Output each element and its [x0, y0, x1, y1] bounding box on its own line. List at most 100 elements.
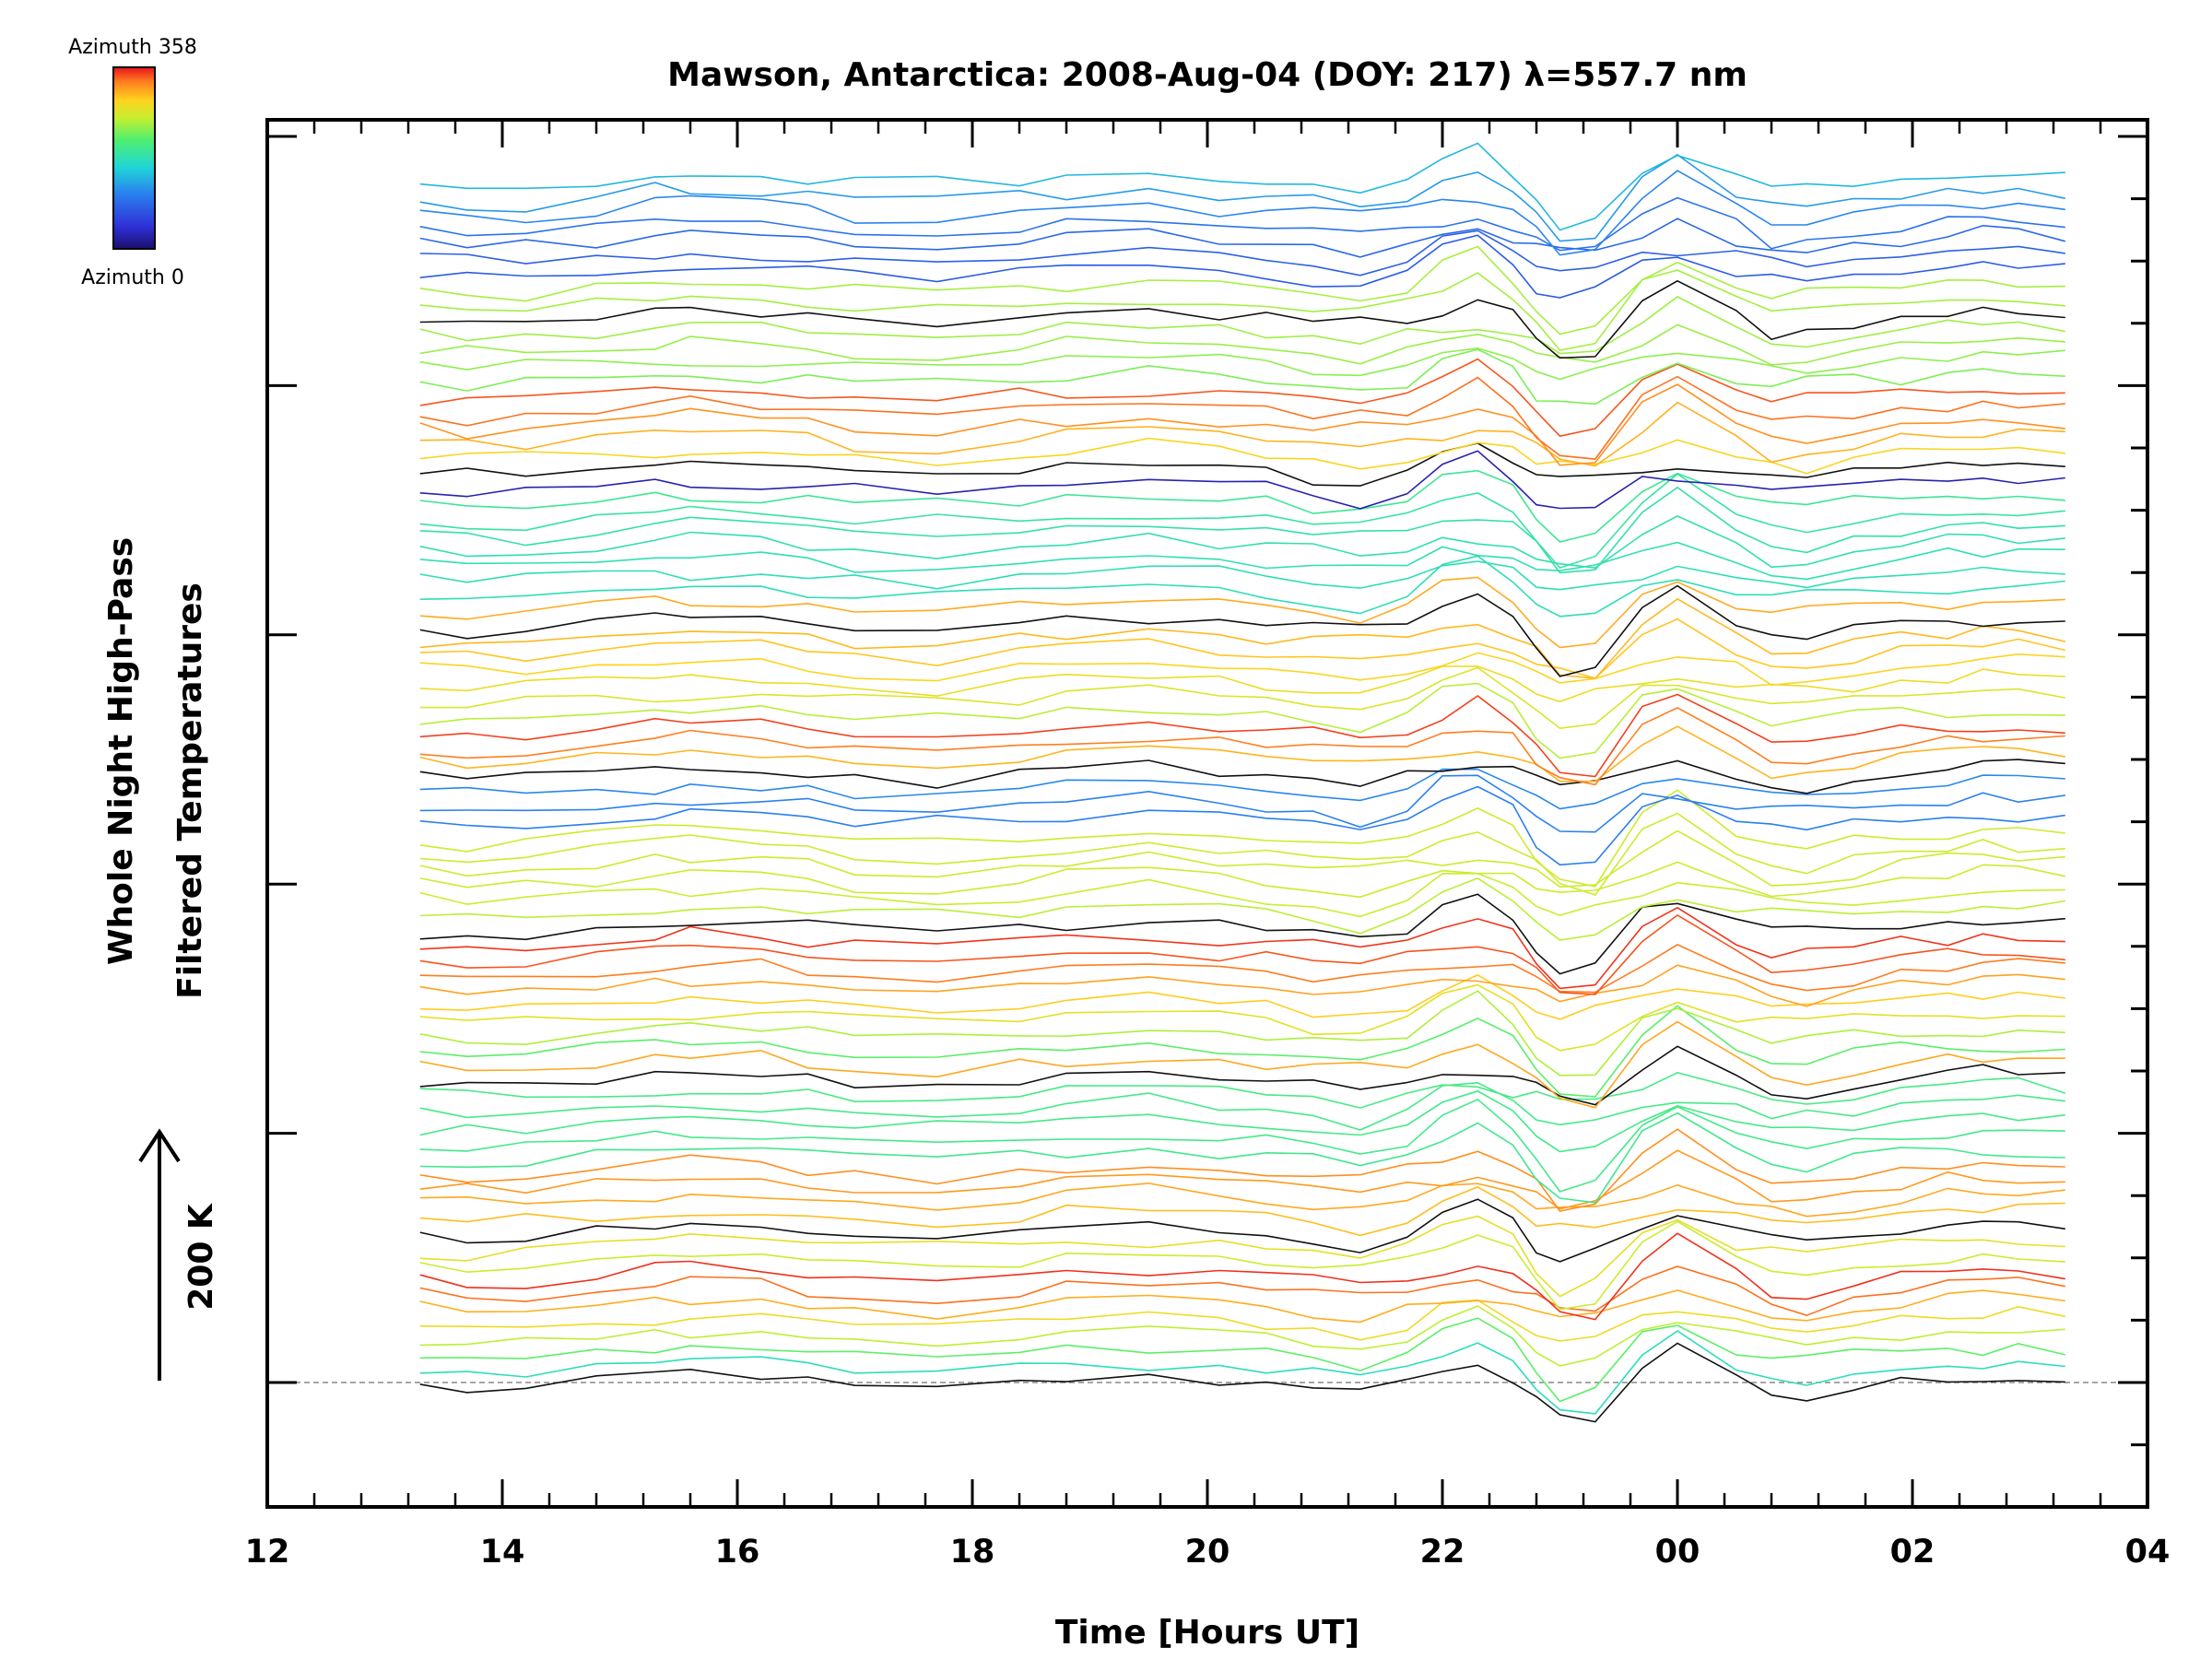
series-line — [419, 576, 2065, 649]
series-line — [419, 358, 2065, 438]
series-line — [419, 560, 2065, 591]
series-line — [419, 1342, 2065, 1423]
x-tick-label: 20 — [1185, 1534, 1230, 1571]
series-line — [419, 768, 2065, 810]
series-line — [419, 774, 2065, 833]
series-line — [419, 170, 2065, 256]
series-line — [419, 234, 2065, 299]
series-line — [419, 893, 2065, 975]
x-axis-label: Time [Hours UT] — [1055, 1614, 1359, 1652]
series-line — [419, 964, 2065, 1007]
series-line — [419, 913, 2065, 995]
series-line — [419, 861, 2065, 899]
series-line — [419, 1198, 2065, 1263]
series-line — [419, 707, 2065, 786]
series-line — [419, 597, 2065, 679]
series-line — [419, 347, 2065, 381]
series-line — [419, 1149, 2065, 1210]
x-tick-label: 00 — [1655, 1534, 1700, 1571]
series-line — [419, 652, 2065, 687]
x-tick-label: 18 — [950, 1534, 995, 1571]
series-line — [419, 1089, 2065, 1153]
series-line — [419, 142, 2065, 231]
series-line — [419, 1232, 2065, 1321]
scale-bar-arrowhead — [138, 1128, 181, 1163]
series-line — [419, 469, 2065, 543]
series-line — [419, 1186, 2065, 1237]
series-line — [419, 383, 2065, 466]
series-line — [419, 877, 2065, 941]
series-line — [419, 245, 2065, 335]
x-tick-label: 02 — [1890, 1534, 1936, 1571]
colorbar: Azimuth 358 Azimuth 0 — [68, 36, 197, 289]
series-line — [419, 218, 2066, 258]
series-line — [419, 1112, 2065, 1204]
series-line — [419, 515, 2065, 570]
series-group — [419, 142, 2066, 1423]
series-line — [419, 666, 2065, 730]
colorbar-gradient — [112, 66, 156, 250]
series-line — [419, 872, 2065, 918]
series-line — [419, 1182, 2065, 1218]
x-tick-label: 04 — [2125, 1534, 2171, 1571]
series-line — [419, 682, 2065, 759]
series-line — [419, 196, 2065, 252]
series-line — [419, 486, 2065, 574]
x-tick-label: 14 — [480, 1534, 525, 1571]
series-line — [419, 1220, 2065, 1311]
series-line — [419, 789, 2065, 888]
series-line — [419, 906, 2065, 990]
series-line — [419, 229, 2065, 276]
series-line — [419, 1020, 2065, 1109]
series-line — [419, 296, 2065, 355]
series-line — [419, 1317, 2065, 1403]
y-axis-label-line1: Whole Night High-Pass — [102, 537, 140, 965]
scale-bar-label: 200 K — [182, 1203, 220, 1311]
series-line — [419, 269, 2065, 351]
series-line — [419, 1045, 2065, 1106]
series-line — [419, 584, 2065, 677]
series-line — [419, 473, 2065, 570]
series-line — [419, 555, 2065, 618]
series-line — [419, 450, 2065, 510]
series-line — [419, 812, 2065, 896]
series-line — [419, 983, 2065, 1052]
series-line — [419, 990, 2065, 1077]
series-line — [419, 665, 2065, 703]
series-line — [419, 1005, 2065, 1098]
series-line — [419, 401, 2065, 467]
scale-bar: 200 K — [138, 1128, 220, 1381]
x-tick-labels: 12 14 16 18 20 22 00 02 04 — [245, 1534, 2171, 1571]
series-line — [419, 830, 2065, 888]
series-line — [419, 1215, 2065, 1298]
series-line — [419, 725, 2065, 782]
x-tick-label: 12 — [245, 1534, 290, 1571]
series-line — [419, 1265, 2065, 1317]
series-line — [419, 973, 2065, 1020]
series-line — [419, 442, 2065, 487]
y-ticks — [267, 135, 2147, 1447]
series-line — [419, 1330, 2065, 1415]
series-line — [419, 1305, 2065, 1367]
series-line — [419, 943, 2065, 994]
series-line — [419, 1081, 2065, 1131]
series-line — [419, 1098, 2065, 1193]
series-line — [419, 759, 2065, 794]
colorbar-top-label: Azimuth 358 — [68, 36, 197, 59]
series-line — [419, 693, 2065, 778]
x-tick-label: 16 — [715, 1534, 760, 1571]
series-line — [419, 1289, 2065, 1324]
series-line — [419, 1299, 2065, 1342]
series-line — [419, 153, 2065, 242]
x-ticks — [265, 120, 2149, 1507]
series-line — [419, 279, 2065, 359]
y-axis-label-line2: Filtered Temperatures — [171, 582, 209, 999]
chart-title: Mawson, Antarctica: 2008-Aug-04 (DOY: 21… — [667, 56, 1747, 94]
series-line — [419, 348, 2065, 406]
series-line — [419, 375, 2065, 460]
series-line — [419, 437, 2065, 475]
series-line — [419, 541, 2065, 581]
x-tick-label: 22 — [1420, 1534, 1465, 1571]
series-line — [419, 324, 2065, 366]
